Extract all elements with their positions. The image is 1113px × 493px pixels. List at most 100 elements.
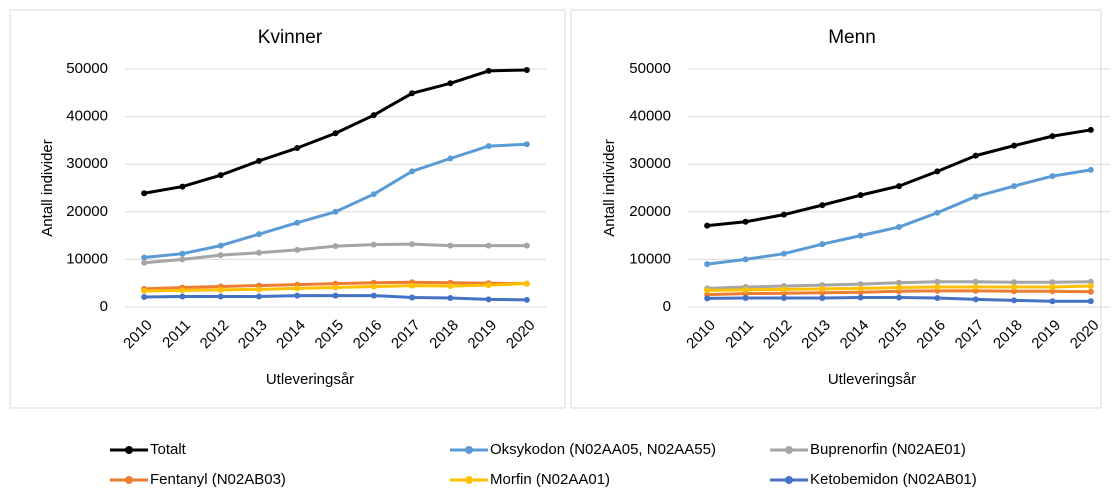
- data-point: [179, 183, 186, 190]
- data-point: [972, 284, 979, 291]
- y-axis-label: Antall individer: [39, 139, 56, 237]
- data-point: [332, 292, 339, 299]
- data-point: [370, 292, 377, 299]
- data-point: [819, 241, 826, 248]
- data-point: [857, 285, 864, 292]
- data-point: [742, 218, 749, 225]
- data-point: [409, 282, 416, 289]
- chart-title: Menn: [828, 27, 876, 48]
- data-point: [857, 294, 864, 301]
- data-point: [1011, 288, 1018, 295]
- data-point: [523, 242, 530, 249]
- data-point: [179, 256, 186, 263]
- data-point: [370, 241, 377, 248]
- data-point: [742, 256, 749, 263]
- data-point: [972, 278, 979, 285]
- data-point: [179, 293, 186, 300]
- y-tick-label: 50000: [629, 60, 671, 77]
- y-tick-label: 40000: [66, 108, 108, 125]
- data-point: [1049, 173, 1056, 180]
- legend-marker: [125, 476, 133, 484]
- legend-marker: [785, 446, 793, 454]
- data-point: [255, 293, 262, 300]
- data-point: [447, 155, 454, 162]
- data-point: [1087, 166, 1094, 173]
- data-point: [485, 242, 492, 249]
- data-point: [896, 279, 902, 286]
- legend-label: Morfin (N02AA01): [490, 471, 610, 488]
- data-point: [485, 282, 492, 289]
- data-point: [857, 192, 864, 199]
- y-tick-label: 10000: [66, 250, 108, 267]
- y-tick-label: 40000: [629, 108, 671, 125]
- data-point: [409, 90, 416, 97]
- data-point: [332, 284, 339, 291]
- data-point: [972, 296, 979, 303]
- data-point: [819, 294, 826, 301]
- data-point: [780, 294, 787, 301]
- data-point: [255, 157, 262, 164]
- data-point: [780, 250, 787, 257]
- data-point: [485, 143, 492, 150]
- data-point: [255, 231, 262, 238]
- data-point: [409, 241, 416, 248]
- legend-marker: [465, 446, 473, 454]
- data-point: [1011, 142, 1018, 149]
- data-point: [780, 211, 787, 218]
- y-tick-label: 10000: [629, 250, 671, 267]
- legend-label: Fentanyl (N02AB03): [150, 471, 286, 488]
- y-tick-label: 30000: [66, 155, 108, 172]
- data-point: [1011, 183, 1018, 190]
- data-point: [447, 283, 454, 290]
- data-point: [1049, 284, 1056, 291]
- data-point: [294, 246, 301, 253]
- data-point: [704, 287, 711, 294]
- data-point: [141, 254, 148, 261]
- data-point: [704, 295, 711, 302]
- data-point: [1087, 126, 1094, 133]
- legend-marker: [465, 476, 473, 484]
- data-point: [255, 249, 262, 256]
- data-point: [217, 172, 224, 179]
- data-point: [934, 294, 941, 301]
- y-tick-label: 0: [100, 298, 108, 315]
- legend-label: Ketobemidon (N02AB01): [810, 471, 977, 488]
- data-point: [370, 283, 377, 290]
- data-point: [972, 152, 979, 159]
- data-point: [485, 296, 492, 303]
- data-point: [217, 293, 224, 300]
- data-point: [523, 280, 530, 287]
- data-point: [332, 208, 339, 215]
- data-point: [896, 294, 902, 301]
- data-point: [332, 243, 339, 250]
- data-point: [1011, 297, 1018, 304]
- data-point: [1049, 298, 1056, 305]
- data-point: [857, 281, 864, 288]
- data-point: [332, 130, 339, 137]
- data-point: [934, 168, 941, 175]
- legend-marker: [785, 476, 793, 484]
- data-point: [447, 242, 454, 249]
- data-point: [934, 284, 941, 291]
- legend-label: Totalt: [150, 441, 187, 458]
- x-axis-label: Utleveringsår: [266, 371, 354, 388]
- data-point: [294, 292, 301, 299]
- data-point: [294, 145, 301, 152]
- data-point: [141, 287, 148, 294]
- data-point: [141, 294, 148, 301]
- legend-label: Buprenorfin (N02AE01): [810, 441, 966, 458]
- data-point: [1049, 133, 1056, 140]
- y-tick-label: 20000: [66, 203, 108, 220]
- y-tick-label: 0: [663, 298, 671, 315]
- data-point: [141, 259, 148, 266]
- data-point: [523, 141, 530, 148]
- y-axis-label: Antall individer: [601, 139, 618, 237]
- data-point: [409, 294, 416, 301]
- x-axis-label: Utleveringsår: [828, 371, 916, 388]
- data-point: [217, 286, 224, 293]
- panel-frame: [570, 9, 1102, 409]
- legend-marker: [125, 446, 133, 454]
- data-point: [523, 66, 530, 73]
- data-point: [819, 202, 826, 209]
